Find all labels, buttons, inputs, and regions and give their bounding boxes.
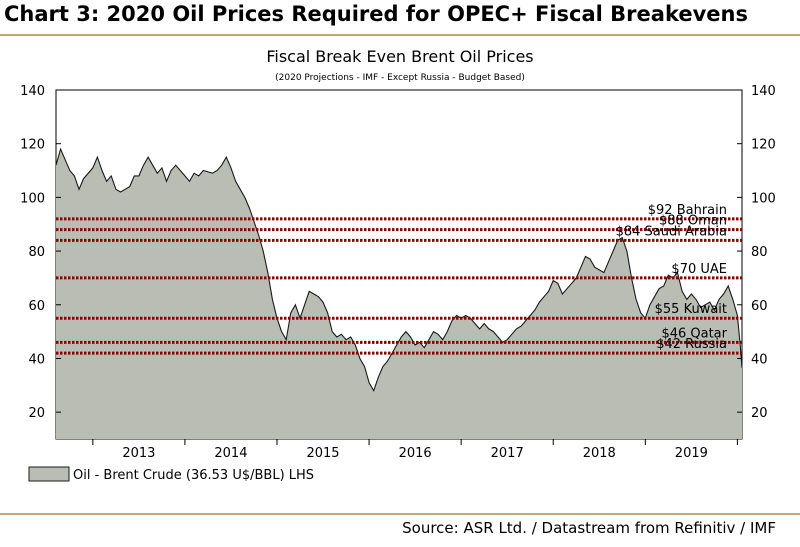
breakeven-label-1: $88 Oman <box>659 214 727 229</box>
breakeven-label-0: $92 Bahrain <box>648 203 727 218</box>
y-tick-label-right: 140 <box>751 84 776 99</box>
y-tick-label-left: 120 <box>20 138 45 153</box>
brent-line <box>55 147 743 393</box>
legend-swatch <box>28 466 70 482</box>
bottom-rule <box>0 513 800 515</box>
top-rule <box>0 34 800 36</box>
x-tick-label: 2016 <box>399 446 432 461</box>
x-tick-label: 2019 <box>675 446 708 461</box>
legend-label: Oil - Brent Crude (36.53 U$/BBL) LHS <box>73 468 314 483</box>
chart-subtitle: (2020 Projections - IMF - Except Russia … <box>275 73 525 83</box>
x-tick-label: 2014 <box>214 446 247 461</box>
y-tick-label-right: 80 <box>751 245 768 260</box>
y-tick-label-left: 100 <box>20 191 45 206</box>
breakeven-label-2: $84 Saudi Arabia <box>616 224 727 239</box>
source-note: Source: ASR Ltd. / Datastream from Refin… <box>402 519 776 537</box>
chart-heading: Chart 3: 2020 Oil Prices Required for OP… <box>4 2 748 26</box>
x-tick-label: 2013 <box>122 446 155 461</box>
y-tick-label-right: 40 <box>751 352 768 367</box>
y-tick-label-left: 40 <box>28 352 45 367</box>
x-tick-label: 2018 <box>583 446 616 461</box>
brent-area <box>56 149 742 439</box>
y-tick-label-left: 20 <box>28 406 45 421</box>
x-tick-label: 2017 <box>491 446 524 461</box>
y-tick-label-left: 80 <box>28 245 45 260</box>
x-tick-label: 2015 <box>306 446 339 461</box>
y-tick-label-left: 140 <box>20 84 45 99</box>
y-tick-label-right: 120 <box>751 138 776 153</box>
breakeven-label-3: $70 UAE <box>671 262 727 277</box>
y-tick-label-left: 60 <box>28 299 45 314</box>
y-tick-label-right: 20 <box>751 406 768 421</box>
breakeven-label-5: $46 Qatar <box>661 326 727 341</box>
y-tick-label-right: 60 <box>751 299 768 314</box>
breakeven-label-4: $55 Kuwait <box>655 302 727 317</box>
chart-title: Fiscal Break Even Brent Oil Prices <box>266 47 533 66</box>
y-tick-label-right: 100 <box>751 191 776 206</box>
breakeven-label-6: $42 Russia <box>656 337 727 352</box>
